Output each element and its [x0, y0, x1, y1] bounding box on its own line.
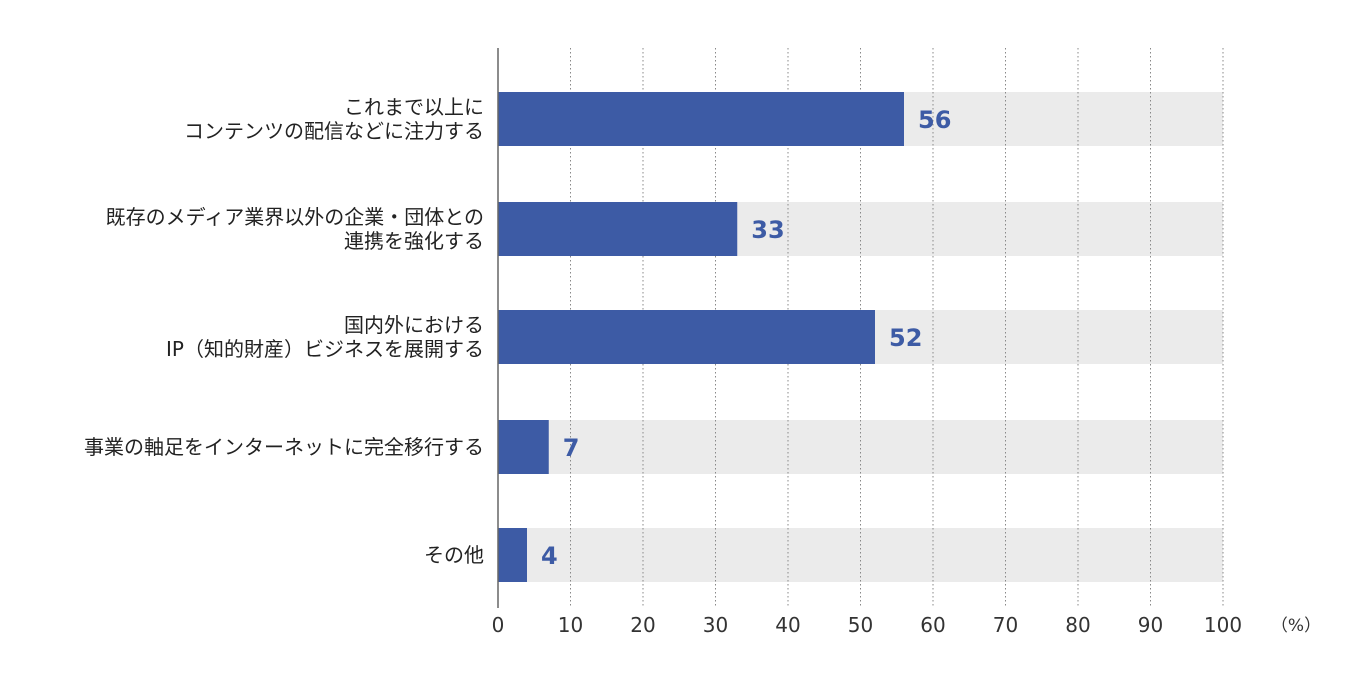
x-axis: 0 10 20 30 40 50 60 70 80 90 100 — [492, 48, 1242, 637]
x-tick-label: 10 — [558, 613, 583, 637]
bar — [498, 420, 549, 474]
bar — [498, 92, 904, 146]
data-label: 52 — [889, 324, 922, 352]
x-tick-label: 70 — [993, 613, 1018, 637]
x-tick-label: 30 — [703, 613, 728, 637]
x-tick-label: 40 — [775, 613, 800, 637]
category-label-line: IP（知的財産）ビジネスを展開する — [166, 337, 484, 361]
bar — [498, 528, 527, 582]
category-label-line: コンテンツの配信などに注力する — [184, 119, 484, 143]
x-tick-label: 60 — [920, 613, 945, 637]
category-label: 国内外における IP（知的財産）ビジネスを展開する — [166, 313, 484, 361]
category-label-line: 既存のメディア業界以外の企業・団体との — [106, 205, 484, 229]
bar — [498, 310, 875, 364]
bar-group — [498, 92, 904, 582]
x-tick-label: 0 — [492, 613, 505, 637]
data-label: 7 — [563, 434, 580, 462]
data-label: 33 — [751, 216, 784, 244]
unit-label: （%） — [1271, 616, 1321, 636]
bar — [498, 202, 738, 256]
category-label: その他 — [424, 543, 484, 567]
category-label: 事業の軸足をインターネットに完全移行する — [84, 435, 484, 459]
x-tick-label: 80 — [1065, 613, 1090, 637]
data-label: 4 — [541, 542, 558, 570]
category-label-line: 連携を強化する — [344, 229, 484, 253]
data-label: 56 — [918, 106, 951, 134]
data-labels: 56 33 52 7 4 — [541, 106, 951, 570]
category-labels: これまで以上にコンテンツの配信などに注力する既存のメディア業界以外の企業・団体と… — [84, 95, 484, 567]
category-label: これまで以上にコンテンツの配信などに注力する — [184, 95, 484, 143]
category-label-line: 国内外における — [344, 313, 484, 337]
x-tick-label: 90 — [1138, 613, 1163, 637]
category-label-line: その他 — [424, 543, 484, 567]
category-label: 既存のメディア業界以外の企業・団体との連携を強化する — [106, 205, 484, 253]
category-label-line: これまで以上に — [344, 95, 484, 119]
category-label-line: 事業の軸足をインターネットに完全移行する — [84, 435, 484, 459]
x-tick-label: 100 — [1204, 613, 1242, 637]
x-tick-label: 50 — [848, 613, 873, 637]
x-tick-label: 20 — [630, 613, 655, 637]
